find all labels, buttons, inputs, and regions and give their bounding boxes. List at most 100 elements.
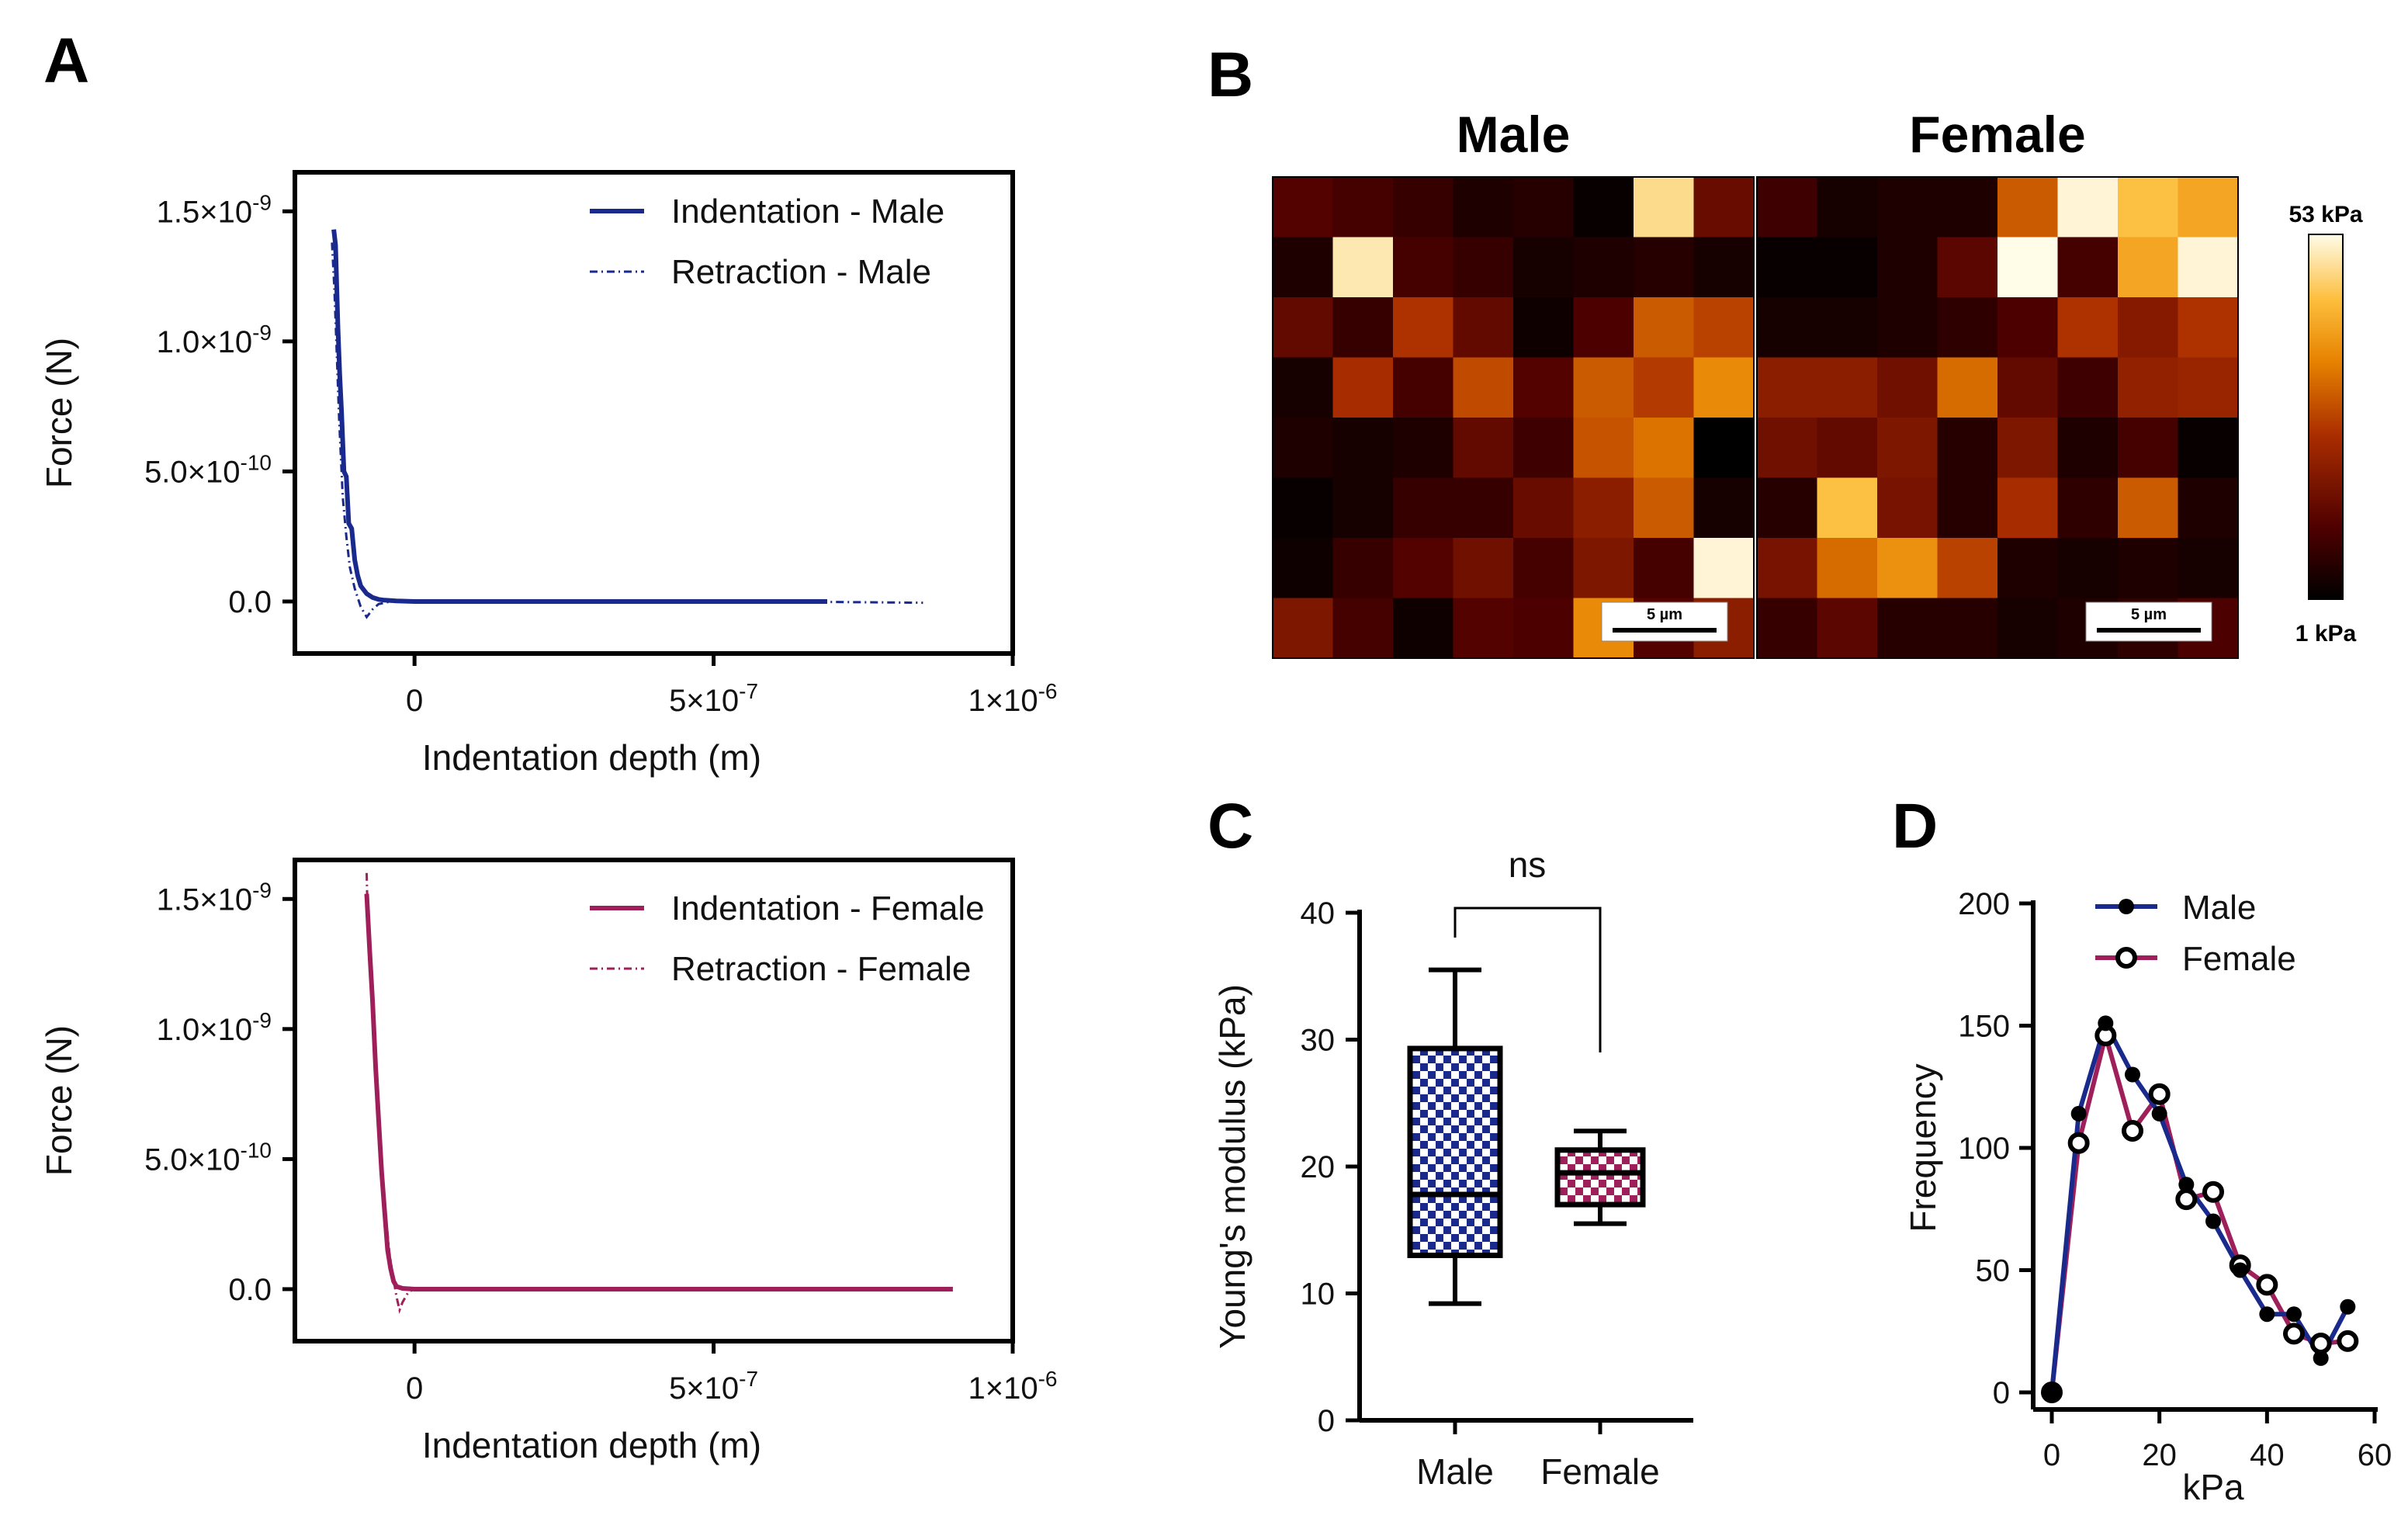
boxplot-y-tick-label-0: 0 — [1318, 1404, 1335, 1438]
significance-label: ns — [1509, 844, 1547, 885]
female-data-point — [2122, 1119, 2143, 1142]
female-heatmap-cell — [1877, 177, 1939, 238]
male-heatmap-cell — [1513, 477, 1575, 539]
female-heatmap-cell — [1937, 237, 1998, 298]
male-heatmap-cell — [1453, 357, 1514, 418]
frequency-distribution-chart: 0 50 100 150 200 0 20 40 60 kPa Frequency Male Femal… — [1903, 887, 2392, 1507]
male-data-point — [2286, 1306, 2302, 1323]
force-curve-female-chart: 0.05.0×10-101.0×10-91.5×10-90 5×10-7 1×10-… — [39, 858, 1058, 1465]
freq-y-tick-label-0: 0 — [1993, 1376, 2010, 1410]
youngs-modulus-boxplot: 0 10 20 30 40 Young's modulus (kPa) Male Female… — [1212, 844, 1693, 1492]
male-heatmap-cell — [1513, 237, 1575, 298]
female-heatmap-cell — [2178, 297, 2239, 359]
female-x-tick-label-0-base: 0 — [406, 1371, 423, 1406]
male-x-tick-label-1-base: 5×10 — [669, 684, 739, 718]
female-data-point — [2256, 1274, 2278, 1296]
boxplot-y-axis-label: Young's modulus (kPa) — [1212, 984, 1253, 1349]
male-heatmap-cell — [1634, 177, 1695, 238]
male-heatmap-cell — [1453, 598, 1514, 659]
boxplot-y-tick-label-2: 20 — [1301, 1150, 1336, 1184]
male-heatmap-cell — [1453, 297, 1514, 359]
male-heatmap-cell — [1693, 297, 1755, 359]
male-x-tick-label-0: 0 — [406, 684, 423, 718]
male-heatmap-cell — [1453, 177, 1514, 238]
female-data-point — [2067, 1132, 2090, 1154]
female-scale-bar-box — [2085, 602, 2212, 642]
male-heatmap-cell — [1573, 477, 1634, 539]
male-legend-label-1: Retraction - Male — [671, 253, 931, 291]
freq-y-axis-label: Frequency — [1903, 1063, 1943, 1232]
female-y-tick-label-2: 1.0×10-9 — [157, 1008, 272, 1047]
male-heatmap-cell — [1332, 418, 1394, 479]
female-heatmap-cell — [2118, 177, 2179, 238]
female-heatmap-cell — [2057, 237, 2119, 298]
female-heatmap-cell — [2178, 177, 2239, 238]
male-heatmap-cell — [1634, 538, 1695, 599]
female-x-tick-label-1-exp: -7 — [739, 1367, 758, 1391]
male-plot-frame — [293, 170, 1015, 656]
female-heatmap-cell — [1817, 237, 1878, 298]
male-data-point — [2205, 1213, 2221, 1229]
female-heatmap-cell — [2057, 477, 2119, 539]
male-heatmap-cell — [1573, 357, 1634, 418]
male-y-tick-label-1-exp: -10 — [241, 450, 272, 474]
male-heatmap-cell — [1453, 418, 1514, 479]
female-x-axis-label: Indentation depth (m) — [422, 1425, 761, 1465]
female-y-tick-label-1-base: 5.0×10 — [144, 1142, 240, 1177]
female-x-tick-label-2-exp: -6 — [1038, 1367, 1058, 1391]
male-scale-bar-label: 5 µm — [1647, 606, 1682, 623]
male-heatmap-cell — [1453, 538, 1514, 599]
female-heatmap-cell — [2178, 357, 2239, 418]
female-heatmap-cell — [2057, 177, 2119, 238]
significance-bracket — [1453, 907, 1602, 1052]
female-heatmap-cell — [2178, 418, 2239, 479]
female-heatmap-cell — [1937, 538, 1998, 599]
male-heatmap-cell — [1693, 357, 1755, 418]
female-data-point — [2283, 1323, 2305, 1345]
female-heatmap-cell — [1937, 297, 1998, 359]
female-heatmap-cell — [1877, 418, 1939, 479]
stiffness-heatmaps: Male 5 µm Female 5 µm 53 kPa 1 kPa — [1272, 106, 2363, 659]
male-heatmap-cell — [1393, 538, 1454, 599]
female-heatmap-cell — [2118, 237, 2179, 298]
female-x-tick-label-2: 1×10-6 — [968, 1367, 1057, 1406]
female-heatmap-cell — [1877, 297, 1939, 359]
female-heatmap-cell — [1757, 357, 1818, 418]
male-data-point — [2070, 1105, 2087, 1122]
female-y-tick-label-3-base: 1.5×10 — [157, 882, 252, 917]
male-heatmap-cell — [1693, 177, 1755, 238]
female-legend-label-1: Retraction - Female — [671, 950, 971, 988]
freq-x-tick-label-0: 0 — [2043, 1438, 2060, 1472]
female-heatmap-cell — [1997, 237, 2059, 298]
female-y-tick-label-2-base: 1.0×10 — [157, 1013, 252, 1047]
boxplot-y-tick-label-1: 10 — [1301, 1278, 1336, 1312]
female-x-tick-label-2-base: 1×10 — [968, 1371, 1038, 1406]
female-heatmap-cell — [2057, 297, 2119, 359]
female-heatmap-title: Female — [1909, 106, 2085, 163]
female-y-tick-label-3-exp: -9 — [252, 878, 272, 902]
male-data-point — [2098, 1015, 2114, 1031]
male-heatmap-cell — [1273, 477, 1334, 539]
male-heatmap-cell — [1693, 538, 1755, 599]
female-heatmap-cell — [1937, 477, 1998, 539]
male-legend-marker — [2119, 899, 2134, 914]
male-heatmap-title: Male — [1457, 106, 1571, 163]
male-heatmap-cell — [1513, 418, 1575, 479]
male-y-tick-label-2-base: 1.0×10 — [157, 325, 252, 359]
male-heatmap-cell — [1693, 237, 1755, 298]
female-heatmap-cell — [2057, 418, 2119, 479]
female-heatmap-cell — [1817, 357, 1878, 418]
female-data-point — [2148, 1083, 2171, 1105]
female-heatmap-cell — [1817, 418, 1878, 479]
female-y-tick-label-3: 1.5×10-9 — [157, 878, 272, 917]
male-data-point — [2178, 1177, 2195, 1193]
female-heatmap-cell — [1757, 418, 1818, 479]
female-heatmap-cell — [1757, 598, 1818, 659]
female-heatmap-cell — [1757, 237, 1818, 298]
male-heatmap-cell — [1393, 418, 1454, 479]
female-legend-marker — [2115, 947, 2137, 969]
male-y-tick-label-2-exp: -9 — [252, 321, 272, 345]
male-heatmap-cell — [1332, 357, 1394, 418]
freq-x-tick-label-2: 40 — [2250, 1438, 2285, 1472]
male-data-point — [2259, 1306, 2275, 1323]
